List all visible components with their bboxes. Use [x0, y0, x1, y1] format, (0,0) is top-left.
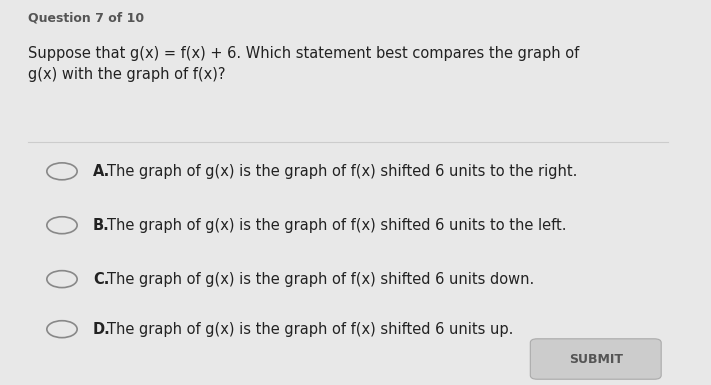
Text: The graph of g(x) is the graph of f(x) shifted 6 units to the left.: The graph of g(x) is the graph of f(x) s…: [107, 218, 566, 233]
Text: C.: C.: [93, 272, 109, 286]
Text: D.: D.: [93, 322, 111, 336]
Text: The graph of g(x) is the graph of f(x) shifted 6 units up.: The graph of g(x) is the graph of f(x) s…: [107, 322, 513, 336]
Text: SUBMIT: SUBMIT: [569, 353, 623, 365]
Text: The graph of g(x) is the graph of f(x) shifted 6 units down.: The graph of g(x) is the graph of f(x) s…: [107, 272, 534, 286]
Text: B.: B.: [93, 218, 109, 233]
Text: The graph of g(x) is the graph of f(x) shifted 6 units to the right.: The graph of g(x) is the graph of f(x) s…: [107, 164, 577, 179]
Text: Question 7 of 10: Question 7 of 10: [28, 12, 144, 25]
Text: A.: A.: [93, 164, 110, 179]
Text: Suppose that g(x) = f(x) + 6. Which statement best compares the graph of
g(x) wi: Suppose that g(x) = f(x) + 6. Which stat…: [28, 46, 579, 82]
FancyBboxPatch shape: [530, 339, 661, 379]
